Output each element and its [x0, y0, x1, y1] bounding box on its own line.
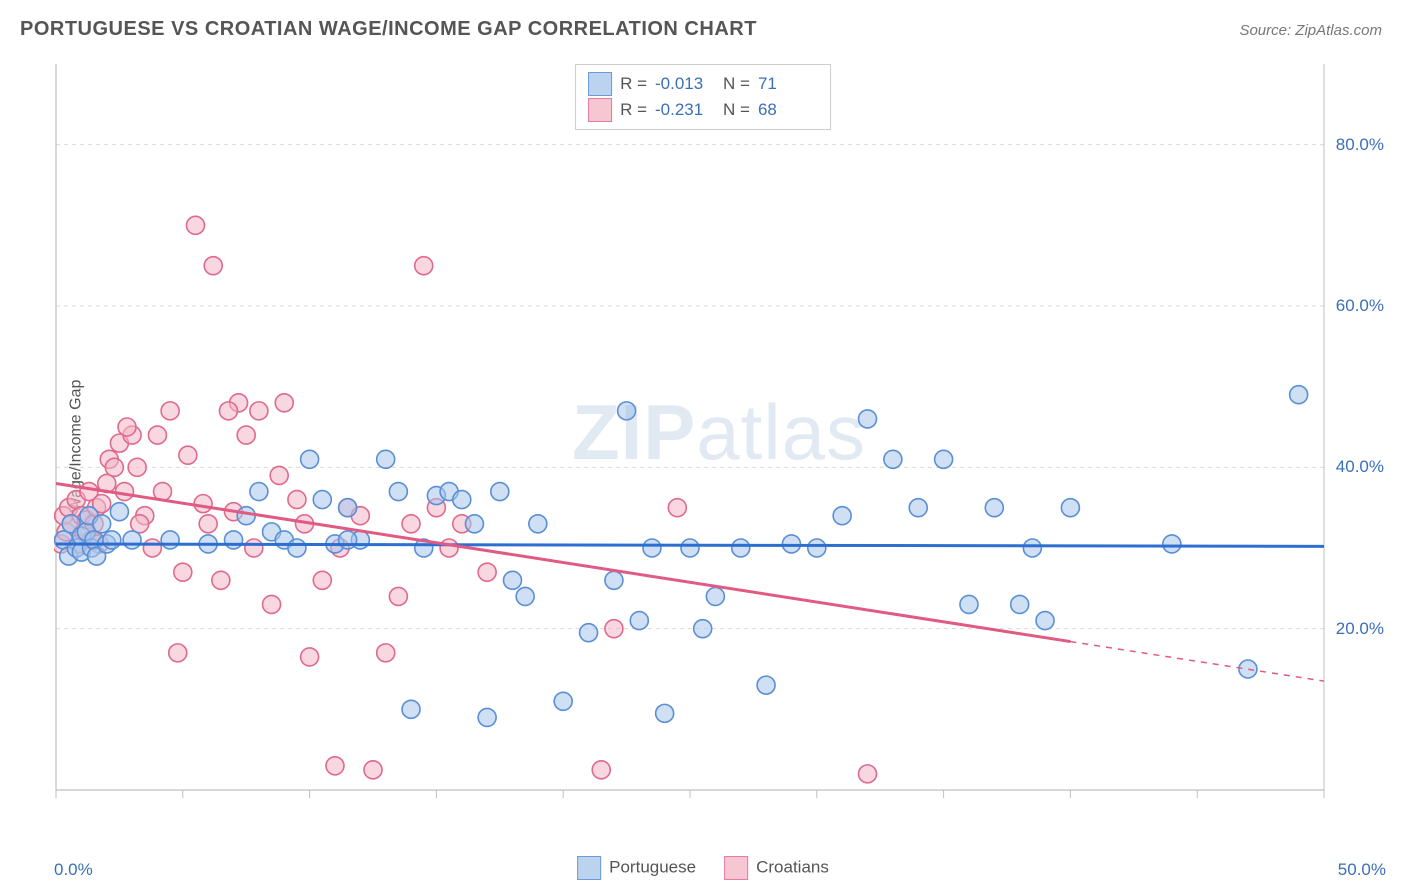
- r-value-portuguese: -0.013: [655, 71, 715, 97]
- correlation-legend: R = -0.013 N = 71 R = -0.231 N = 68: [575, 64, 831, 130]
- y-tick-label: 40.0%: [1336, 457, 1384, 477]
- y-tick-label: 20.0%: [1336, 619, 1384, 639]
- swatch-croatians-icon: [724, 856, 748, 880]
- n-label: N =: [723, 71, 750, 97]
- y-tick-label: 60.0%: [1336, 296, 1384, 316]
- plot-svg: [54, 60, 1384, 820]
- y-tick-label: 80.0%: [1336, 135, 1384, 155]
- legend-item-portuguese: Portuguese: [577, 856, 696, 880]
- swatch-portuguese: [588, 72, 612, 96]
- x-axis-max-label: 50.0%: [1338, 860, 1386, 880]
- n-value-portuguese: 71: [758, 71, 818, 97]
- legend-label-croatians: Croatians: [756, 857, 829, 876]
- legend-row-croatians: R = -0.231 N = 68: [588, 97, 818, 123]
- series-legend: Portuguese Croatians: [577, 856, 829, 880]
- r-value-croatians: -0.231: [655, 97, 715, 123]
- n-label: N =: [723, 97, 750, 123]
- legend-label-portuguese: Portuguese: [609, 857, 696, 876]
- legend-row-portuguese: R = -0.013 N = 71: [588, 71, 818, 97]
- chart-title: PORTUGUESE VS CROATIAN WAGE/INCOME GAP C…: [20, 18, 757, 41]
- swatch-portuguese-icon: [577, 856, 601, 880]
- n-value-croatians: 68: [758, 97, 818, 123]
- x-axis-min-label: 0.0%: [54, 860, 93, 880]
- r-label: R =: [620, 97, 647, 123]
- swatch-croatians: [588, 98, 612, 122]
- source-attribution: Source: ZipAtlas.com: [1239, 22, 1382, 39]
- r-label: R =: [620, 71, 647, 97]
- scatter-plot: ZIPatlas: [54, 60, 1384, 820]
- legend-item-croatians: Croatians: [724, 856, 829, 880]
